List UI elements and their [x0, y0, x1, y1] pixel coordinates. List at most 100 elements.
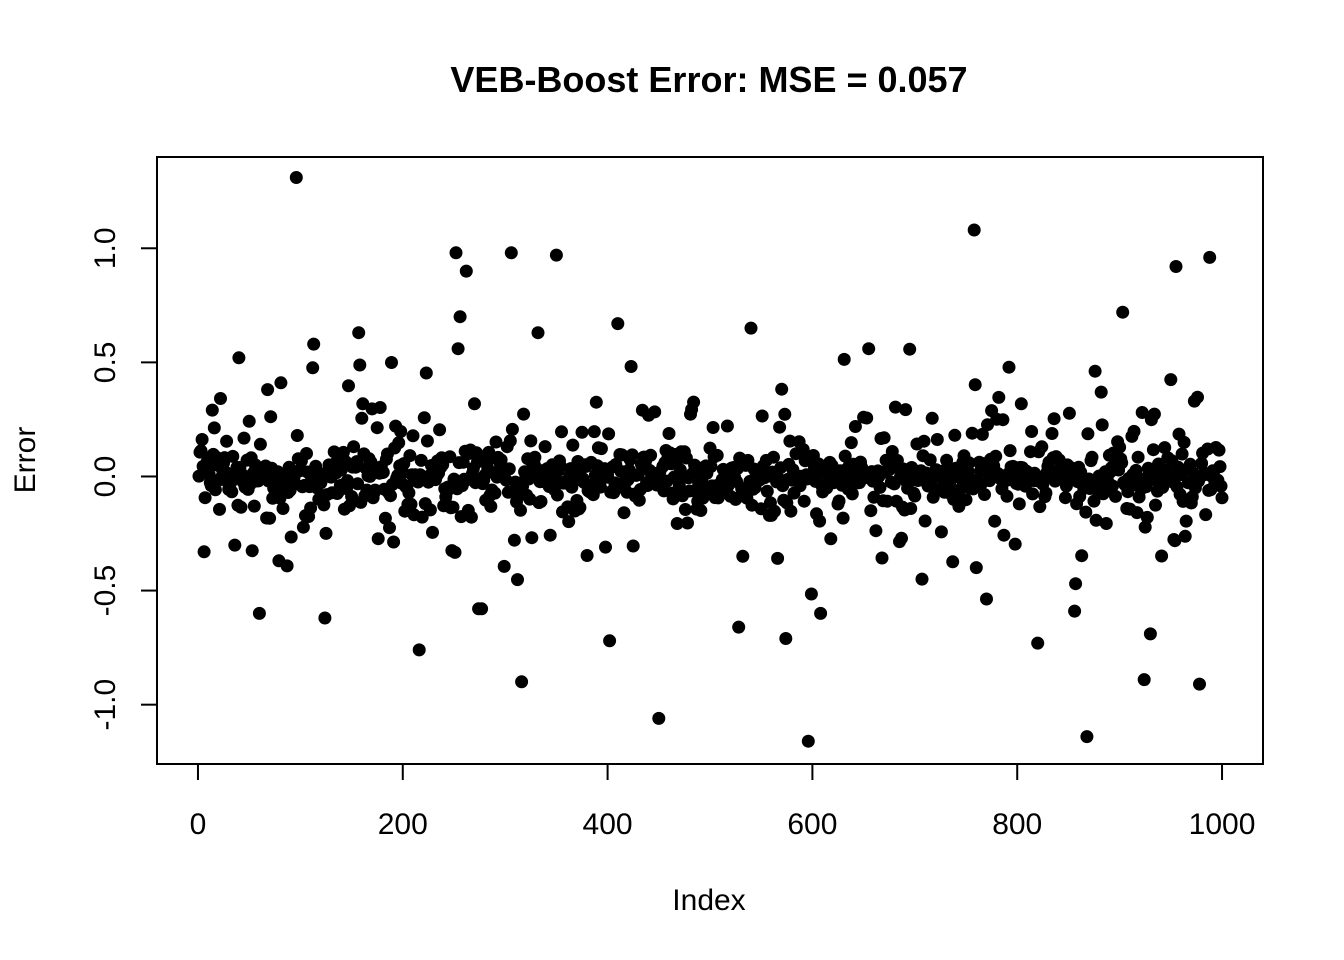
y-axis-label: Error [9, 427, 42, 494]
data-point [1138, 520, 1152, 534]
x-axis: 0 200 400 600 800 1000 [190, 763, 1256, 841]
data-point [773, 420, 787, 434]
data-point [694, 504, 708, 517]
data-point [464, 510, 478, 524]
data-point [580, 549, 594, 562]
data-point [280, 559, 294, 573]
data-point [296, 520, 310, 534]
data-point [771, 551, 785, 565]
data-point [387, 535, 401, 549]
x-tick-label: 1000 [1189, 808, 1256, 841]
data-point [1062, 406, 1076, 420]
data-point [814, 606, 828, 620]
data-point [904, 502, 918, 515]
data-point [475, 602, 489, 616]
data-point [1215, 491, 1229, 505]
y-tick-label: 1.0 [89, 227, 122, 269]
data-point [989, 449, 1003, 463]
data-point [880, 494, 894, 508]
data-point [996, 413, 1010, 427]
data-point [967, 223, 981, 237]
data-point [306, 361, 320, 375]
data-point [345, 490, 359, 503]
data-point [245, 544, 259, 558]
data-point [1139, 480, 1153, 494]
data-point [412, 643, 426, 657]
data-point [503, 434, 517, 448]
data-point [347, 440, 361, 454]
data-point [917, 434, 931, 448]
data-point [1095, 418, 1109, 432]
data-point [908, 489, 922, 503]
data-point [946, 555, 960, 569]
data-point [648, 405, 662, 419]
data-point [617, 506, 631, 520]
data-point [342, 379, 355, 393]
data-point [1131, 450, 1145, 464]
data-point [575, 425, 589, 439]
data-point [370, 421, 384, 435]
data-point [1143, 627, 1157, 641]
data-point [550, 488, 564, 502]
data-point [573, 501, 587, 514]
data-point [205, 403, 219, 417]
data-point [1026, 487, 1040, 501]
data-point [768, 504, 781, 518]
data-point [426, 525, 439, 539]
data-point [433, 423, 447, 437]
data-point [1085, 450, 1099, 464]
data-point [1199, 508, 1213, 522]
data-point [589, 395, 603, 409]
data-point [767, 450, 780, 464]
data-point [261, 383, 275, 397]
data-point [419, 366, 433, 380]
data-point [1116, 305, 1130, 319]
data-point [978, 488, 991, 501]
data-point [599, 540, 612, 554]
data-point [327, 445, 341, 459]
data-point [232, 351, 246, 365]
data-point [1168, 534, 1182, 548]
data-point [959, 493, 973, 507]
data-point [392, 436, 406, 450]
data-point [488, 486, 502, 500]
data-point [1147, 407, 1161, 421]
data-point [404, 497, 418, 511]
data-point [242, 414, 256, 428]
data-point [198, 491, 212, 505]
data-point [566, 438, 580, 452]
data-point [371, 532, 385, 546]
data-point [207, 421, 221, 435]
data-point [355, 411, 369, 425]
data-point [681, 516, 694, 530]
data-point [925, 411, 939, 425]
y-tick-label: -0.5 [89, 565, 122, 617]
chart-title: VEB-Boost Error: MSE = 0.057 [450, 59, 967, 100]
data-point [543, 528, 557, 542]
data-point [505, 422, 519, 436]
data-point [626, 539, 640, 553]
data-point [775, 382, 789, 396]
data-point [1045, 427, 1059, 440]
data-point [784, 504, 798, 518]
data-point [1039, 486, 1053, 500]
data-point [918, 514, 932, 528]
data-point [888, 400, 902, 414]
data-point [1099, 517, 1113, 530]
data-point [451, 342, 465, 356]
data-point [1137, 673, 1151, 687]
x-tick-label: 200 [378, 808, 428, 841]
data-point [517, 407, 531, 421]
data-point [351, 477, 365, 491]
y-tick-label: 0.5 [89, 342, 122, 384]
data-point [848, 420, 862, 433]
data-point [1213, 460, 1227, 474]
data-point [804, 587, 818, 601]
data-point [836, 511, 850, 525]
data-point [1193, 677, 1206, 691]
data-point [385, 356, 398, 369]
data-point [652, 711, 666, 725]
x-axis-label: Index [672, 884, 745, 917]
data-point [813, 514, 827, 528]
data-point [489, 435, 503, 449]
